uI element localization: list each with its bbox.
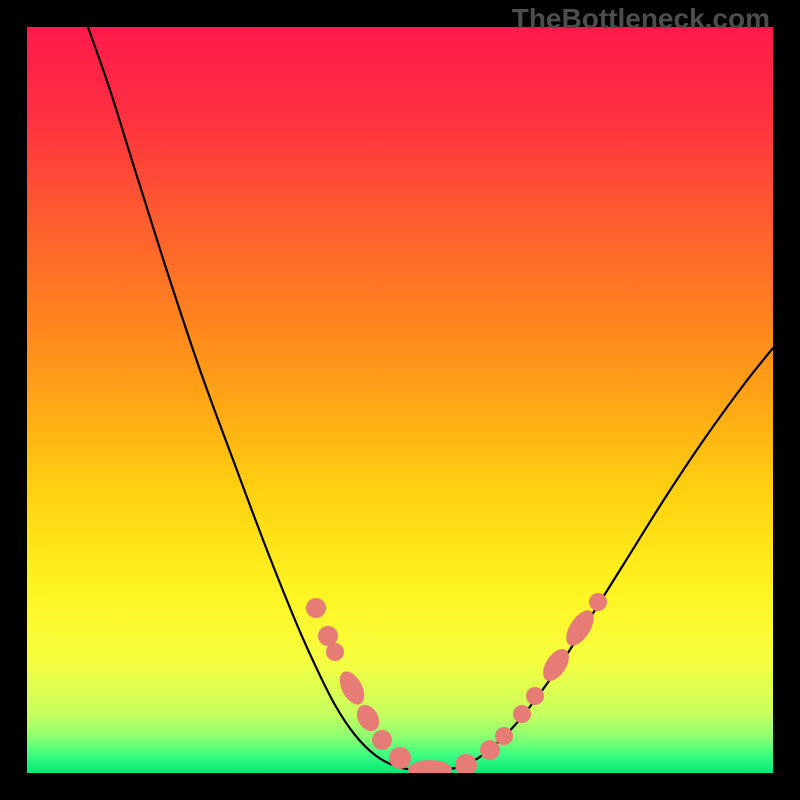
data-marker <box>455 754 477 776</box>
data-marker <box>513 705 531 723</box>
data-marker <box>335 667 370 708</box>
data-marker <box>526 687 544 705</box>
data-marker <box>352 701 383 735</box>
data-marker <box>389 747 411 769</box>
data-marker <box>372 730 392 750</box>
data-marker <box>495 727 513 745</box>
chart-svg-layer <box>0 0 800 800</box>
data-marker <box>326 643 344 661</box>
bottleneck-curve <box>88 27 773 770</box>
data-marker <box>306 598 326 618</box>
data-marker <box>480 740 500 760</box>
watermark-text: TheBottleneck.com <box>512 3 770 35</box>
data-marker <box>408 760 452 780</box>
data-marker <box>589 593 607 611</box>
chart-container: TheBottleneck.com <box>0 0 800 800</box>
